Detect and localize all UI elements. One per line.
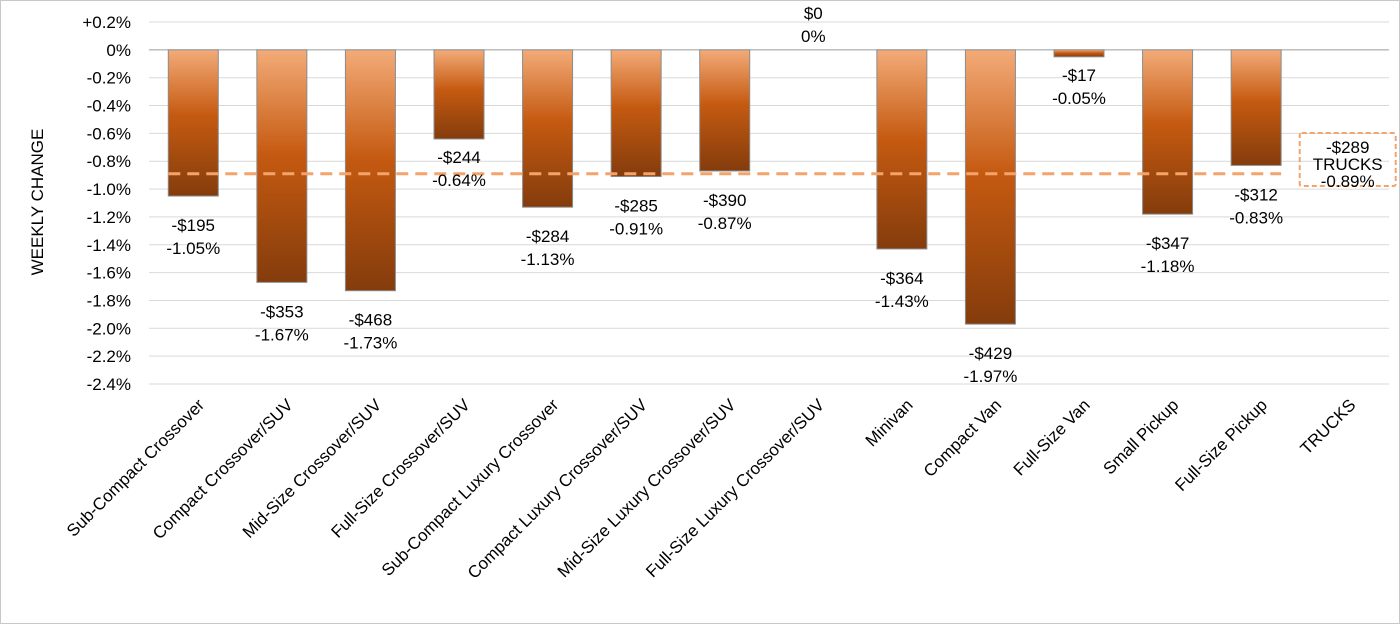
gridlines xyxy=(149,21,1389,385)
data-label-percent: -1.05% xyxy=(166,239,220,258)
y-tick-label: -1.2% xyxy=(87,208,131,227)
data-label-dollar: -$285 xyxy=(614,197,657,216)
data-label-percent: -0.83% xyxy=(1229,208,1283,227)
data-label-percent: -0.05% xyxy=(1052,89,1106,108)
data-label-percent: -1.97% xyxy=(963,367,1017,386)
data-label-dollar: -$353 xyxy=(260,302,303,321)
data-label-dollar: $0 xyxy=(804,4,823,23)
y-axis-title: WEEKLY CHANGE xyxy=(28,129,47,276)
bar xyxy=(699,49,751,172)
category-label: Compact Luxury Crossover/SUV xyxy=(464,395,652,583)
y-axis-tick-labels: +0.2% 0% -0.2% -0.4% -0.6% -0.8% -1.0% -1.2% -1.… xyxy=(82,13,131,394)
data-label-percent: -1.73% xyxy=(343,334,397,353)
bar xyxy=(256,49,308,283)
bar xyxy=(964,49,1016,325)
y-tick-label: -0.4% xyxy=(87,97,131,116)
y-tick-label: -1.6% xyxy=(87,264,131,283)
data-label-percent: -0.87% xyxy=(698,214,752,233)
category-label: Full-Size Pickup xyxy=(1171,395,1271,495)
y-tick-label: -0.8% xyxy=(87,152,131,171)
bar xyxy=(610,49,662,178)
data-label-percent: -1.43% xyxy=(875,292,929,311)
category-label: Compact Crossover/SUV xyxy=(149,395,297,543)
bar xyxy=(344,49,396,292)
data-label-percent: -0.91% xyxy=(609,220,663,239)
category-label: TRUCKS xyxy=(1297,395,1360,458)
average-label-text: -$289 xyxy=(1326,138,1369,157)
data-label-dollar: -$390 xyxy=(703,191,746,210)
category-label: Mid-Size Luxury Crossover/SUV xyxy=(554,395,740,581)
y-tick-label: -0.2% xyxy=(87,69,131,88)
y-tick-label: -2.2% xyxy=(87,347,131,366)
data-label-dollar: -$312 xyxy=(1234,185,1277,204)
y-tick-label: -2.0% xyxy=(87,319,131,338)
bar xyxy=(1230,49,1282,166)
data-label-dollar: -$468 xyxy=(349,311,392,330)
category-label: Full-Size Luxury Crossover/SUV xyxy=(642,395,828,581)
bar xyxy=(433,49,485,140)
data-label-percent: -0.64% xyxy=(432,171,486,190)
category-label: Small Pickup xyxy=(1099,395,1182,478)
average-label-text: -0.89% xyxy=(1321,172,1375,191)
y-tick-label: -0.6% xyxy=(87,124,131,143)
data-label-percent: -1.13% xyxy=(521,250,575,269)
y-tick-label: 0% xyxy=(106,41,131,60)
data-label-dollar: -$364 xyxy=(880,269,923,288)
data-label-percent: -1.18% xyxy=(1141,257,1195,276)
bar xyxy=(167,49,219,197)
bars xyxy=(167,49,1282,325)
data-label-dollar: -$284 xyxy=(526,227,569,246)
bar xyxy=(876,49,928,250)
bar xyxy=(1142,49,1194,215)
bar xyxy=(522,49,574,208)
data-label-dollar: -$244 xyxy=(437,148,480,167)
data-label-percent: 0% xyxy=(801,27,826,46)
category-label: Minivan xyxy=(862,395,917,450)
average-label-box xyxy=(1298,132,1397,187)
average-label-text: TRUCKS xyxy=(1313,155,1383,174)
category-label: Sub-Compact Luxury Crossover xyxy=(378,395,563,580)
data-label-dollar: -$17 xyxy=(1062,66,1096,85)
y-tick-label: +0.2% xyxy=(82,13,131,32)
data-label-dollar: -$195 xyxy=(172,216,215,235)
data-label-dollar: -$429 xyxy=(969,344,1012,363)
y-tick-label: -1.4% xyxy=(87,236,131,255)
y-tick-label: -1.8% xyxy=(87,291,131,310)
y-tick-label: -2.4% xyxy=(87,375,131,394)
data-label-percent: -1.67% xyxy=(255,325,309,344)
data-labels: -$195 -1.05% -$353 -1.67% -$468 -1.73% -$244 -0… xyxy=(166,4,1397,386)
bar xyxy=(1053,49,1105,58)
data-label-dollar: -$347 xyxy=(1146,234,1189,253)
y-tick-label: -1.0% xyxy=(87,180,131,199)
category-label: Full-Size Van xyxy=(1010,395,1094,479)
category-label: Compact Van xyxy=(920,395,1005,480)
